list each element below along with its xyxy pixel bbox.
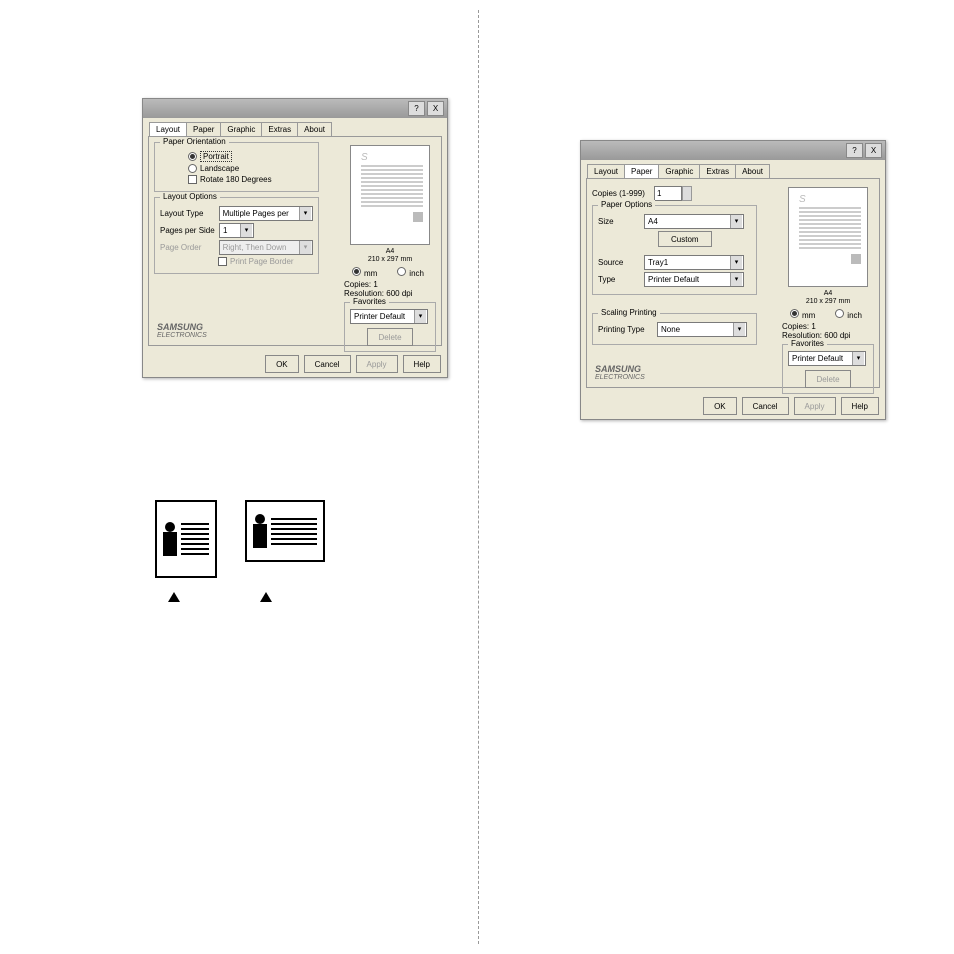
cancel-button[interactable]: Cancel	[304, 355, 351, 373]
preview-panel: S A4 210 x 297 mm mminch Copies: 1 Resol…	[344, 142, 436, 357]
tab-strip: Layout Paper Graphic Extras About	[143, 118, 447, 136]
tab-strip: Layout Paper Graphic Extras About	[581, 160, 885, 178]
preview-page: S	[788, 187, 868, 287]
tab-graphic[interactable]: Graphic	[220, 122, 262, 136]
preview-dim: 210 x 297 mm	[782, 298, 874, 305]
copies-label: Copies: 1	[344, 280, 432, 289]
landscape-illustration	[245, 500, 325, 562]
cancel-button[interactable]: Cancel	[742, 397, 789, 415]
orientation-title: Paper Orientation	[160, 137, 229, 146]
layout-options-group: Layout Options Layout TypeMultiple Pages…	[154, 197, 319, 274]
tab-paper[interactable]: Paper	[186, 122, 221, 136]
pages-per-side-label: Pages per Side	[160, 226, 215, 235]
rotate-label: Rotate 180 Degrees	[200, 175, 272, 184]
landscape-label: Landscape	[200, 164, 239, 173]
samsung-logo: SAMSUNGELECTRONICS	[595, 364, 645, 381]
ok-button[interactable]: OK	[703, 397, 737, 415]
paper-options-title: Paper Options	[598, 200, 655, 209]
favorites-title: Favorites	[788, 339, 827, 348]
printing-type-label: Printing Type	[598, 325, 653, 334]
pages-per-side-select[interactable]: 1	[219, 223, 254, 238]
type-select[interactable]: Printer Default	[644, 272, 744, 287]
tab-paper[interactable]: Paper	[624, 164, 659, 178]
inch-label: inch	[847, 311, 862, 320]
orientation-group: Paper Orientation Portrait Landscape Rot…	[154, 142, 319, 192]
rotate-checkbox[interactable]	[188, 175, 197, 184]
inch-radio[interactable]	[835, 309, 844, 318]
help-icon[interactable]: ?	[408, 101, 425, 116]
mm-radio[interactable]	[352, 267, 361, 276]
orientation-illustrations	[155, 500, 325, 578]
favorites-select[interactable]: Printer Default	[350, 309, 428, 324]
copies-input[interactable]: 1	[654, 186, 682, 201]
copies-label: Copies: 1	[782, 322, 870, 331]
mm-radio[interactable]	[790, 309, 799, 318]
size-select[interactable]: A4	[644, 214, 744, 229]
delete-button: Delete	[367, 328, 412, 346]
layout-dialog: ? X Layout Paper Graphic Extras About Pa…	[142, 98, 448, 378]
tab-extras[interactable]: Extras	[261, 122, 298, 136]
mm-label: mm	[802, 311, 815, 320]
layout-type-select[interactable]: Multiple Pages per Side	[219, 206, 313, 221]
portrait-illustration	[155, 500, 217, 578]
help-button[interactable]: Help	[403, 355, 441, 373]
landscape-radio[interactable]	[188, 164, 197, 173]
preview-dim: 210 x 297 mm	[344, 256, 436, 263]
page-order-label: Page Order	[160, 243, 215, 252]
printing-type-select[interactable]: None	[657, 322, 747, 337]
tab-about[interactable]: About	[297, 122, 332, 136]
tab-layout[interactable]: Layout	[149, 122, 187, 136]
layout-options-title: Layout Options	[160, 192, 220, 201]
inch-radio[interactable]	[397, 267, 406, 276]
paper-options-group: Paper Options SizeA4 Custom SourceTray1 …	[592, 205, 757, 295]
apply-button: Apply	[794, 397, 836, 415]
page-divider	[478, 10, 479, 944]
inch-label: inch	[409, 269, 424, 278]
favorites-group: Favorites Printer Default Delete	[344, 302, 436, 352]
source-label: Source	[598, 258, 640, 267]
apply-button: Apply	[356, 355, 398, 373]
favorites-group: Favorites Printer Default Delete	[782, 344, 874, 394]
border-label: Print Page Border	[230, 257, 294, 266]
tab-extras[interactable]: Extras	[699, 164, 736, 178]
type-label: Type	[598, 275, 640, 284]
titlebar: ? X	[581, 141, 885, 160]
page-order-select: Right, Then Down	[219, 240, 313, 255]
favorites-title: Favorites	[350, 297, 389, 306]
ok-button[interactable]: OK	[265, 355, 299, 373]
titlebar: ? X	[143, 99, 447, 118]
help-icon[interactable]: ?	[846, 143, 863, 158]
border-checkbox	[218, 257, 227, 266]
tab-layout[interactable]: Layout	[587, 164, 625, 178]
preview-size: A4	[782, 290, 874, 297]
help-button[interactable]: Help	[841, 397, 879, 415]
samsung-logo: SAMSUNGELECTRONICS	[157, 322, 207, 339]
delete-button: Delete	[805, 370, 850, 388]
scaling-title: Scaling Printing	[598, 308, 660, 317]
scaling-group: Scaling Printing Printing TypeNone	[592, 313, 757, 345]
layout-type-label: Layout Type	[160, 209, 215, 218]
mm-label: mm	[364, 269, 377, 278]
favorites-select[interactable]: Printer Default	[788, 351, 866, 366]
portrait-radio[interactable]	[188, 152, 197, 161]
triangle-marker-icon	[260, 586, 272, 602]
preview-size: A4	[344, 248, 436, 255]
copies-label: Copies (1-999)	[592, 189, 650, 198]
preview-panel: S A4 210 x 297 mm mminch Copies: 1 Resol…	[782, 184, 874, 399]
custom-button[interactable]: Custom	[658, 231, 712, 247]
paper-dialog: ? X Layout Paper Graphic Extras About Co…	[580, 140, 886, 420]
copies-spinner[interactable]	[682, 186, 692, 201]
source-select[interactable]: Tray1	[644, 255, 744, 270]
tab-about[interactable]: About	[735, 164, 770, 178]
size-label: Size	[598, 217, 640, 226]
triangle-marker-icon	[168, 586, 180, 602]
portrait-label: Portrait	[200, 151, 232, 162]
preview-page: S	[350, 145, 430, 245]
close-icon[interactable]: X	[427, 101, 444, 116]
tab-graphic[interactable]: Graphic	[658, 164, 700, 178]
close-icon[interactable]: X	[865, 143, 882, 158]
